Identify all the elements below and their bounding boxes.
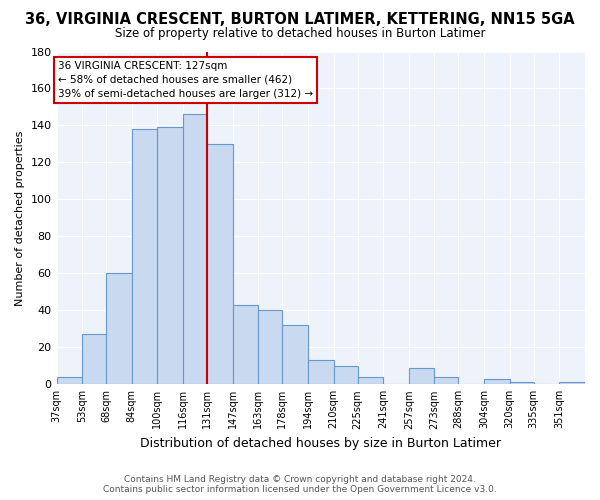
Text: 36 VIRGINIA CRESCENT: 127sqm
← 58% of detached houses are smaller (462)
39% of s: 36 VIRGINIA CRESCENT: 127sqm ← 58% of de…: [58, 60, 313, 98]
Bar: [56, 377, 82, 384]
Bar: [559, 382, 585, 384]
Bar: [207, 144, 233, 384]
Bar: [510, 382, 534, 384]
Bar: [106, 274, 132, 384]
Bar: [259, 310, 283, 384]
Bar: [82, 334, 106, 384]
Bar: [183, 114, 207, 384]
Bar: [484, 379, 510, 384]
Bar: [358, 377, 383, 384]
Bar: [157, 128, 183, 384]
Bar: [132, 129, 157, 384]
Text: Contains HM Land Registry data © Crown copyright and database right 2024.
Contai: Contains HM Land Registry data © Crown c…: [103, 474, 497, 494]
Y-axis label: Number of detached properties: Number of detached properties: [15, 130, 25, 306]
Bar: [434, 377, 458, 384]
Bar: [283, 325, 308, 384]
Bar: [308, 360, 334, 384]
Text: 36, VIRGINIA CRESCENT, BURTON LATIMER, KETTERING, NN15 5GA: 36, VIRGINIA CRESCENT, BURTON LATIMER, K…: [25, 12, 575, 28]
Text: Size of property relative to detached houses in Burton Latimer: Size of property relative to detached ho…: [115, 28, 485, 40]
X-axis label: Distribution of detached houses by size in Burton Latimer: Distribution of detached houses by size …: [140, 437, 501, 450]
Bar: [409, 368, 434, 384]
Bar: [334, 366, 358, 384]
Bar: [233, 305, 259, 384]
